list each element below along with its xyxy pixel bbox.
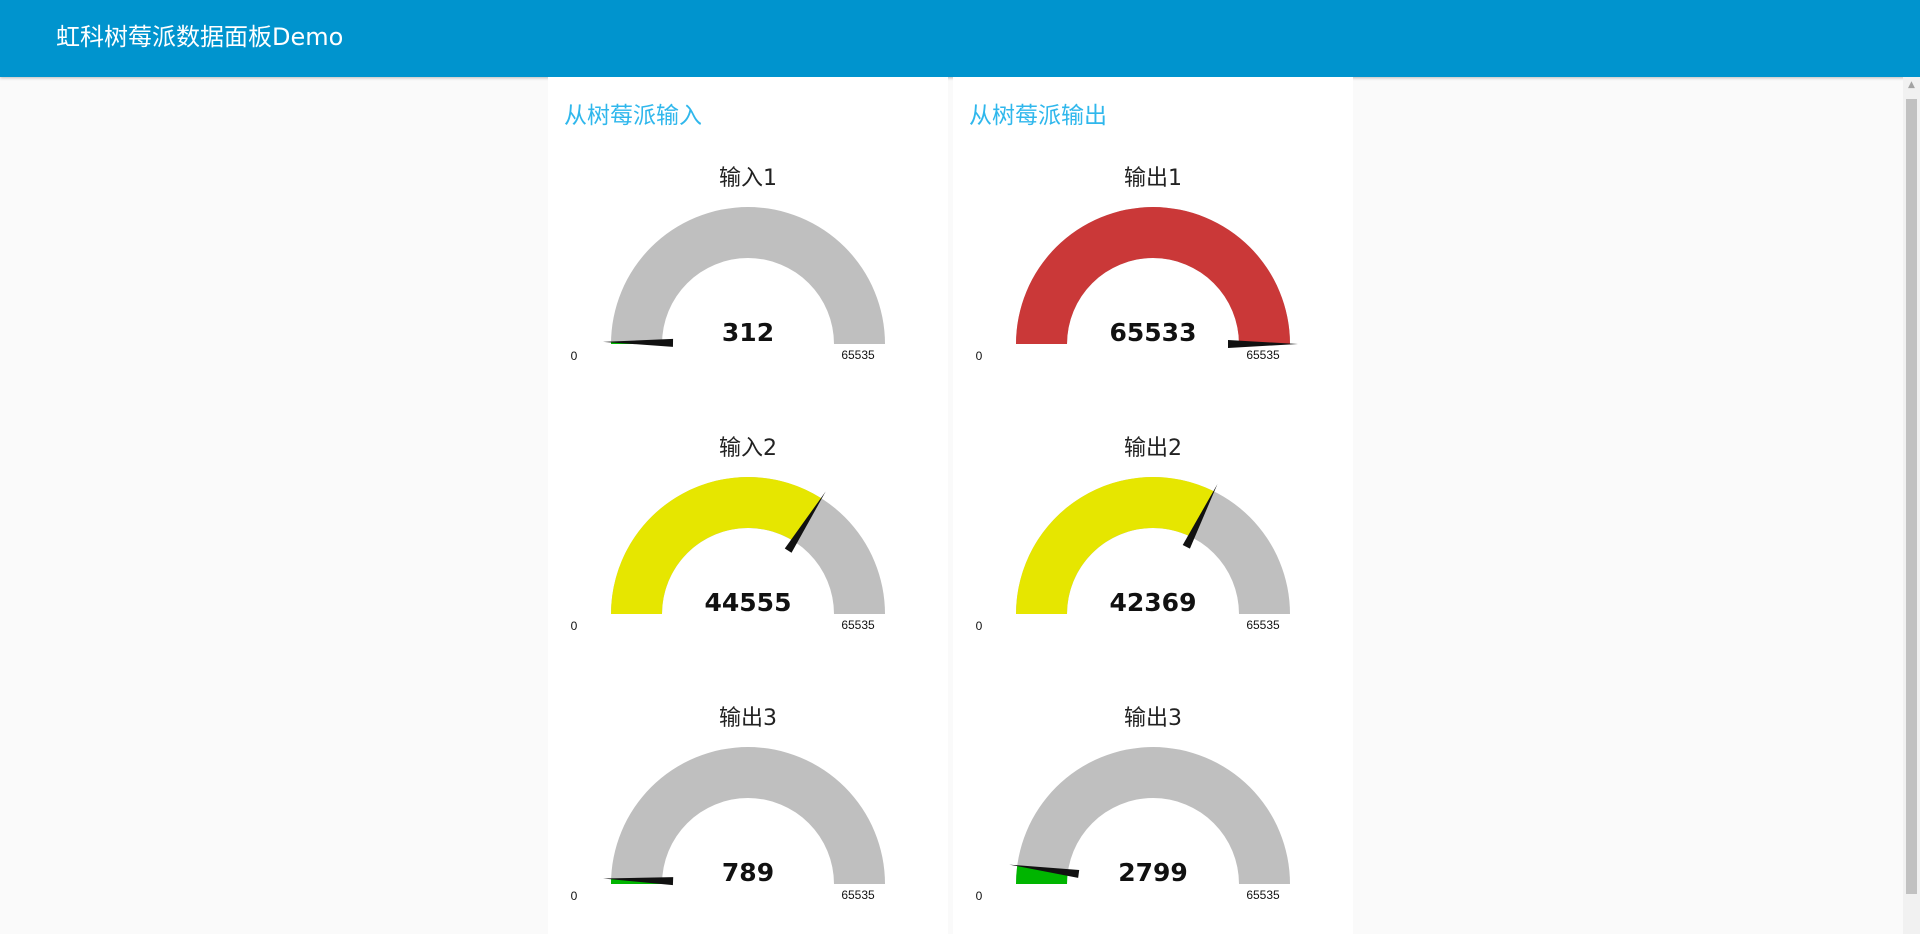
vertical-scrollbar[interactable]: ▲ (1903, 77, 1920, 934)
gauge-value: 65533 (1110, 318, 1197, 347)
gauge-label: 输出3 (719, 706, 777, 731)
group-title: 从树莓派输出 (969, 103, 1107, 129)
gauge: 312 0 65535 (571, 207, 885, 363)
gauge-needle (1182, 484, 1218, 549)
gauge-min-label: 0 (976, 889, 983, 903)
gauge-value: 312 (722, 318, 774, 347)
gauge-needle (1227, 339, 1298, 348)
gauge-fill (1016, 476, 1214, 614)
gauge: 2799 0 65535 (976, 747, 1290, 903)
gauge-max-label: 65535 (841, 618, 875, 632)
group-title: 从树莓派输入 (564, 103, 702, 129)
gauge-value: 42369 (1110, 588, 1197, 617)
gauge-label: 输入2 (719, 436, 777, 461)
chevron-up-icon[interactable]: ▲ (1908, 80, 1915, 90)
gauge-track (611, 747, 885, 884)
gauge-max-label: 65535 (1246, 348, 1280, 362)
gauge-value: 44555 (705, 588, 792, 617)
gauge: 44555 0 65535 (571, 477, 885, 633)
gauge-min-label: 0 (976, 349, 983, 363)
gauge-needle (603, 338, 674, 347)
gauge-max-label: 65535 (841, 888, 875, 902)
gauge-value: 789 (722, 858, 774, 887)
group-output: 从树莓派输出 输出1 65533 0 65535 输出2 42369 0 65535 输… (953, 77, 1353, 934)
gauge-max-label: 65535 (1246, 618, 1280, 632)
gauge-track (611, 207, 885, 344)
gauge-min-label: 0 (571, 889, 578, 903)
gauge-min-label: 0 (571, 349, 578, 363)
gauge-max-label: 65535 (1246, 888, 1280, 902)
app-title: 虹科树莓派数据面板Demo (56, 23, 344, 51)
gauge-label: 输出2 (1124, 436, 1182, 461)
gauge-needle (784, 491, 826, 553)
gauge: 789 0 65535 (571, 747, 885, 903)
gauge-value: 2799 (1118, 858, 1188, 887)
gauge-label: 输出3 (1124, 706, 1182, 731)
gauge-max-label: 65535 (841, 348, 875, 362)
gauge-fill (1016, 207, 1290, 344)
gauge-min-label: 0 (571, 619, 578, 633)
group-input: 从树莓派输入 输入1 312 0 65535 输入2 44555 0 65535 输出3… (548, 77, 948, 934)
gauge-needle (603, 877, 674, 886)
top-bar: 虹科树莓派数据面板Demo (0, 0, 1920, 77)
gauge-fill (1016, 865, 1068, 884)
scrollbar-thumb[interactable] (1906, 99, 1917, 894)
gauge-label: 输入1 (719, 166, 777, 191)
gauge-needle (1009, 864, 1080, 878)
gauge-label: 输出1 (1124, 166, 1182, 191)
gauge: 42369 0 65535 (976, 476, 1290, 633)
gauge-track (1016, 747, 1290, 884)
gauge: 65533 0 65535 (976, 207, 1298, 363)
gauge-min-label: 0 (976, 619, 983, 633)
gauge-fill (611, 477, 822, 614)
